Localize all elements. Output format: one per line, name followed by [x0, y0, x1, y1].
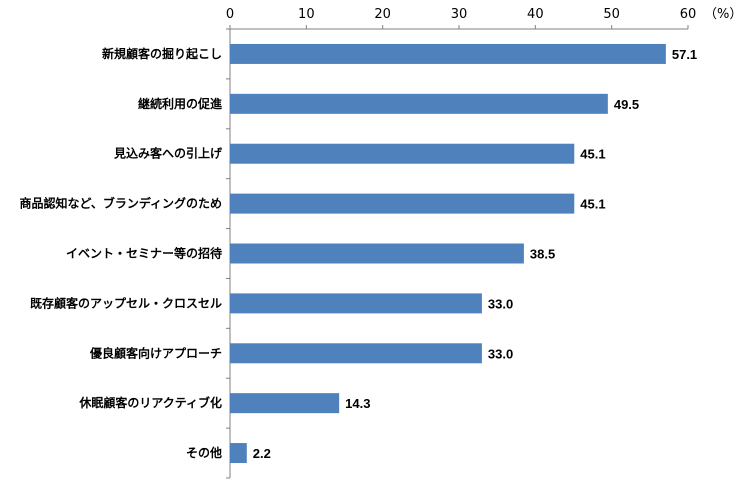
- category-label: その他: [186, 445, 222, 460]
- category-label: 見込み客への引上げ: [113, 146, 223, 161]
- bar: [230, 343, 482, 364]
- category-label: 優良顧客向けアプローチ: [89, 345, 222, 360]
- category-label: 休眠顧客のリアクティブ化: [78, 395, 222, 410]
- x-tick-label: 20: [374, 7, 391, 22]
- x-tick-label: 40: [527, 7, 544, 22]
- x-tick-label: 50: [603, 7, 620, 22]
- bar: [230, 193, 575, 214]
- data-label: 38.5: [530, 247, 555, 262]
- bar-layer: [230, 43, 666, 464]
- bar: [230, 393, 340, 414]
- bar: [230, 243, 524, 264]
- bar: [230, 143, 575, 164]
- x-tick-label: 30: [451, 7, 468, 22]
- data-label: 14.3: [345, 396, 370, 411]
- category-label: 新規顧客の掘り起こし: [102, 46, 222, 61]
- data-label: 2.2: [253, 446, 271, 461]
- bar: [230, 293, 482, 314]
- bar: [230, 43, 666, 64]
- category-label: 継続利用の促進: [138, 96, 223, 111]
- x-tick-label: 0: [226, 7, 234, 22]
- category-label: イベント・セミナー等の招待: [66, 246, 222, 261]
- data-label: 57.1: [672, 47, 697, 62]
- x-tick-label: 60: [680, 7, 697, 22]
- data-label: 33.0: [488, 296, 513, 311]
- bar: [230, 93, 608, 114]
- category-label: 既存顧客のアップセル・クロスセル: [30, 295, 222, 310]
- x-tick-label: 10: [298, 7, 315, 22]
- data-label: 33.0: [488, 346, 513, 361]
- category-label: 商品認知など、ブランディングのため: [19, 196, 222, 211]
- data-label: 45.1: [580, 197, 605, 212]
- data-label: 45.1: [580, 147, 605, 162]
- unit-label: （%）: [704, 7, 742, 22]
- bar: [230, 443, 247, 464]
- label-layer: 新規顧客の掘り起こし 57.1 継続利用の促進 49.5 見込み客への引上げ 45.1 商品…: [19, 46, 697, 461]
- data-label: 49.5: [614, 97, 639, 112]
